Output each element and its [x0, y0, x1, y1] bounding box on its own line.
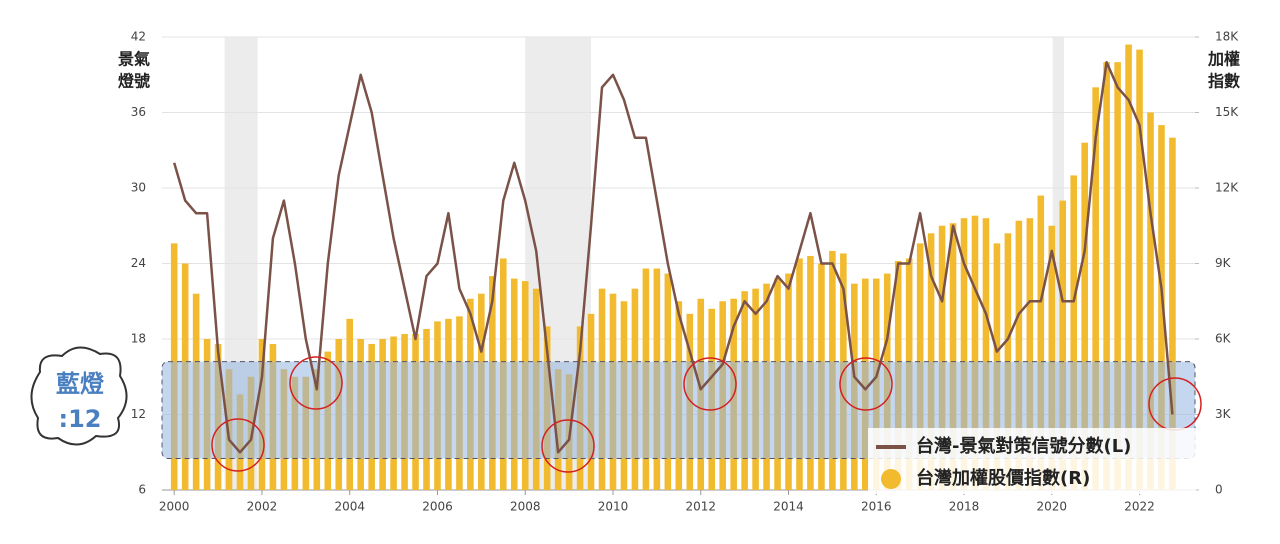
y2-tick-label: 6K [1215, 332, 1232, 346]
y-axis-title: 景氣 [118, 50, 150, 69]
y2-tick-label: 15K [1215, 105, 1239, 119]
y-tick-label: 18 [131, 332, 146, 346]
y-axis-title: 燈號 [118, 72, 150, 91]
x-tick-label: 2006 [422, 500, 453, 514]
x-tick-label: 2016 [861, 500, 892, 514]
x-tick-label: 2004 [334, 500, 365, 514]
bar [1015, 220, 1023, 490]
bar [1081, 142, 1088, 490]
y2-axis-title: 加權 [1207, 50, 1240, 69]
bar [982, 218, 990, 490]
x-tick-label: 2000 [159, 500, 190, 514]
bar [1147, 112, 1154, 490]
bar [960, 218, 968, 490]
x-tick-label: 2010 [598, 500, 629, 514]
x-tick-label: 2020 [1037, 500, 1068, 514]
bar [1169, 137, 1176, 490]
legend-swatch [881, 469, 901, 489]
label-layer: 6 12 18 24 30 36 42 0 3K 6K 9K 12K 15K 18K 2000 2002 200… [131, 30, 1240, 514]
circle [541, 419, 595, 473]
badge-cloud [30, 346, 128, 446]
bar [1059, 200, 1067, 491]
bar [1103, 62, 1110, 491]
badge-text: 藍燈 [56, 370, 105, 398]
x-tick-label: 2002 [247, 500, 278, 514]
circle [289, 356, 343, 410]
x-tick-label: 2008 [510, 500, 541, 514]
y-tick-label: 6 [138, 483, 146, 497]
y-tick-label: 36 [131, 105, 146, 119]
bar [1136, 49, 1143, 490]
legend-box [868, 428, 1196, 494]
circle [211, 418, 265, 472]
y2-tick-label: 12K [1215, 181, 1239, 195]
line [172, 60, 1174, 454]
y-tick-label: 30 [131, 181, 146, 195]
x-tick-label: 2022 [1124, 500, 1155, 514]
bar [1048, 225, 1056, 490]
bar [1125, 44, 1132, 491]
circle [683, 357, 737, 411]
grid-layer [162, 36, 1199, 495]
bar [1092, 87, 1099, 490]
y-tick-label: 12 [131, 407, 146, 421]
bar [1158, 125, 1165, 490]
bar [1070, 175, 1078, 490]
y2-axis-title: 指數 [1208, 72, 1240, 91]
legend-label: 台灣-景氣對策信號分數(L) [916, 435, 1131, 457]
x-tick-label: 2014 [773, 500, 804, 514]
y2-tick-label: 18K [1215, 30, 1239, 44]
y-tick-label: 42 [131, 30, 146, 44]
x-tick-label: 2012 [685, 500, 716, 514]
y2-tick-label: 3K [1215, 407, 1232, 421]
bar [971, 215, 979, 490]
bar [1037, 195, 1045, 491]
badge: 藍燈 :12 [30, 346, 128, 446]
bar [949, 223, 957, 490]
bar [1114, 62, 1121, 491]
legend-label: 台灣加權股價指數(R) [916, 467, 1090, 489]
badge-text: :12 [59, 405, 102, 433]
y2-tick-label: 9K [1215, 256, 1232, 270]
bar [1026, 218, 1034, 490]
legend: 台灣-景氣對策信號分數(L) 台灣加權股價指數(R) [868, 428, 1196, 494]
line-layer [172, 60, 1174, 454]
circle [839, 357, 893, 411]
bar [938, 225, 946, 490]
x-tick-label: 2018 [949, 500, 980, 514]
y2-tick-label: 0 [1215, 483, 1223, 497]
y-tick-label: 24 [131, 256, 146, 270]
